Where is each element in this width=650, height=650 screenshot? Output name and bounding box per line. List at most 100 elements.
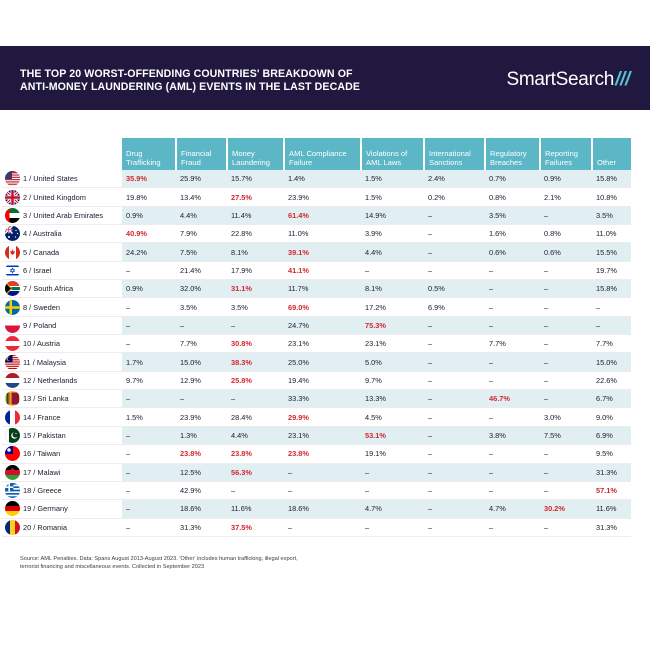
flag-mw-icon [5, 464, 20, 480]
table-row: 18 / Greece –42.9% – – – – – –57.1% [2, 481, 631, 501]
country-cell: 19 / Germany [20, 499, 122, 519]
value-cell: – [122, 463, 176, 482]
value-cell: – [122, 518, 176, 537]
value-cell: – [424, 407, 485, 427]
table-row: 1 / United States 35.9% 25.9% 15.7% 1.4% 1.5%… [2, 170, 631, 189]
column-header: Reporting Failures [540, 138, 593, 170]
flag-cell [2, 206, 20, 226]
column-header: Money Laundering [227, 138, 285, 170]
value-cell: 4.7% [485, 499, 540, 519]
title-line-1: THE TOP 20 WORST-OFFENDING COUNTRIES' BR… [20, 68, 353, 80]
country-cell: 18 / Greece [20, 481, 122, 501]
value-cell: 30.8% [227, 334, 284, 354]
value-cell: 13.3% [361, 389, 424, 409]
value-cell: – [424, 426, 485, 446]
column-header: Other [592, 138, 631, 170]
value-cell: 3.8% [485, 426, 540, 446]
value-cell: – [284, 481, 361, 501]
value-cell: – [176, 316, 227, 336]
value-cell: 6.9% [424, 297, 485, 317]
value-cell: 23.1% [284, 334, 361, 354]
rank-label: 9 / [23, 320, 32, 330]
value-cell: 31.1% [227, 279, 284, 299]
country-cell: 1 / United States [20, 170, 122, 189]
value-cell: – [424, 206, 485, 226]
country-cell: 5 / Canada [20, 242, 122, 262]
table-row: 3 / United Arab Emirates 0.9% 4.4% 11.4% 61.… [2, 206, 631, 226]
value-cell: 0.9% [540, 170, 592, 189]
value-cell: 11.0% [592, 224, 631, 244]
value-cell: 0.7% [485, 170, 540, 189]
flag-cell [2, 261, 20, 281]
country-name: Greece [37, 486, 62, 496]
value-cell: – [485, 407, 540, 427]
value-cell: 22.6% [592, 371, 631, 391]
value-cell: 3.0% [540, 407, 592, 427]
country-cell: 4 / Australia [20, 224, 122, 244]
value-cell: 18.6% [284, 499, 361, 519]
flag-cell [2, 224, 20, 244]
country-cell: 13 / Sri Lanka [20, 389, 122, 409]
table-row: 9 / Poland – – –24.7% 75.3% – – – – [2, 316, 631, 336]
value-cell: 6.9% [592, 426, 631, 446]
brand-name: SmartSearch [506, 69, 615, 90]
value-cell: 8.1% [227, 242, 284, 262]
rank-label: 14 / [23, 412, 36, 422]
header-blank [20, 138, 122, 170]
flag-pk-icon [5, 427, 20, 443]
value-cell: 4.5% [361, 407, 424, 427]
value-cell: 15.7% [227, 170, 284, 189]
value-cell: – [122, 334, 176, 354]
value-cell: – [485, 481, 540, 501]
flag-cell [2, 242, 20, 262]
value-cell: 56.3% [227, 463, 284, 482]
value-cell: – [540, 206, 592, 226]
value-cell: 42.9% [176, 481, 227, 501]
source-line-2: terrorist financing and miscellaneous ev… [20, 564, 205, 570]
value-cell: – [424, 316, 485, 336]
flag-cell [2, 481, 20, 501]
value-cell: 1.5% [122, 407, 176, 427]
value-cell: – [424, 224, 485, 244]
column-header: Violations of AML Laws [361, 138, 425, 170]
country-name: Romania [37, 522, 67, 532]
country-name: Poland [33, 320, 57, 330]
value-cell: 0.8% [485, 187, 540, 207]
source-note: Source: AML Penalties. Data: Spans Augus… [20, 555, 420, 571]
value-cell: – [424, 371, 485, 391]
value-cell: 38.3% [227, 352, 284, 372]
rank-label: 15 / [23, 430, 36, 440]
value-cell: 0.8% [540, 224, 592, 244]
flag-cell [2, 407, 20, 427]
rank-label: 13 / [23, 394, 36, 404]
value-cell: 9.0% [592, 407, 631, 427]
value-cell: 4.4% [176, 206, 227, 226]
value-cell: – [485, 444, 540, 464]
flag-nl-icon [5, 372, 20, 388]
value-cell: 1.5% [361, 187, 424, 207]
rank-label: 20 / [23, 522, 36, 532]
country-name: Austria [36, 339, 60, 349]
value-cell: – [540, 463, 592, 482]
value-cell: – [122, 481, 176, 501]
rank-label: 18 / [23, 486, 36, 496]
value-cell: 25.8% [227, 371, 284, 391]
value-cell: 15.0% [592, 352, 631, 372]
country-cell: 2 / United Kingdom [20, 187, 122, 207]
country-cell: 8 / Sweden [20, 297, 122, 317]
source-line-1: Source: AML Penalties. Data: Spans Augus… [20, 556, 298, 562]
brand-logo: SmartSearch/// [506, 69, 630, 91]
value-cell: 1.5% [361, 170, 424, 189]
table-row: 8 / Sweden –3.5% 3.5% 69.0% 17.2% 6.9% – – – [2, 297, 631, 317]
value-cell: 18.6% [176, 499, 227, 519]
table-row: 11 / Malaysia 1.7% 15.0% 38.3% 25.0% 5.0% – – –1… [2, 352, 631, 372]
value-cell: 23.1% [361, 334, 424, 354]
value-cell: 7.5% [176, 242, 227, 262]
value-cell: – [227, 481, 284, 501]
flag-za-icon [5, 281, 20, 297]
value-cell: 27.5% [227, 187, 284, 207]
value-cell: 28.4% [227, 407, 284, 427]
value-cell: 23.8% [284, 444, 361, 464]
flag-cell [2, 187, 20, 207]
country-cell: 12 / Netherlands [20, 371, 122, 391]
